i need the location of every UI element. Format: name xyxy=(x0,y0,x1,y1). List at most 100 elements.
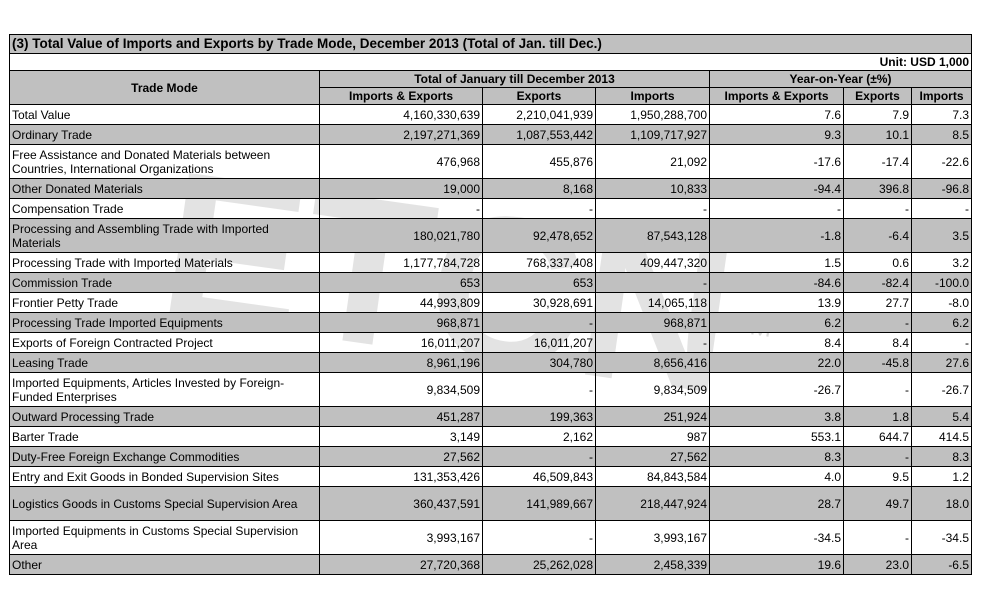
cell-total-exports: 30,928,691 xyxy=(482,292,596,313)
table-row: Other Donated Materials 19,000 8,168 10,833… xyxy=(9,178,972,199)
cell-total-imports: 409,447,320 xyxy=(595,252,710,273)
row-label: Exports of Foreign Contracted Project xyxy=(9,332,320,353)
cell-yoy-imports: 7.3 xyxy=(911,104,972,125)
cell-total-imports-exports: 2,197,271,369 xyxy=(319,124,483,145)
header-row-1: Trade Mode Total of January till Decembe… xyxy=(9,70,972,105)
row-label: Leasing Trade xyxy=(9,352,320,373)
table-row: Exports of Foreign Contracted Project 16,… xyxy=(9,332,972,353)
cell-yoy-exports: 0.6 xyxy=(843,252,912,273)
cell-total-imports-exports: - xyxy=(319,198,483,219)
cell-yoy-exports: - xyxy=(843,520,912,555)
cell-total-exports: 46,509,843 xyxy=(482,466,596,487)
cell-yoy-imports: 5.4 xyxy=(911,406,972,427)
cell-total-exports: 199,363 xyxy=(482,406,596,427)
cell-total-imports-exports: 131,353,426 xyxy=(319,466,483,487)
cell-yoy-imports: - xyxy=(911,198,972,219)
cell-total-imports: - xyxy=(595,332,710,353)
cell-yoy-imports-exports: 28.7 xyxy=(709,486,844,521)
row-label: Total Value xyxy=(9,104,320,125)
cell-total-imports-exports: 27,720,368 xyxy=(319,554,483,575)
cell-total-imports: 27,562 xyxy=(595,446,710,467)
cell-total-exports: 653 xyxy=(482,272,596,293)
unit-row: Unit: USD 1,000 xyxy=(9,53,972,71)
cell-yoy-imports: - xyxy=(911,332,972,353)
header-yoy-imports-exports: Imports & Exports xyxy=(709,87,844,105)
row-label: Free Assistance and Donated Materials be… xyxy=(9,144,320,179)
table-row: Outward Processing Trade 451,287 199,363 25… xyxy=(9,406,972,427)
cell-yoy-imports-exports: 22.0 xyxy=(709,352,844,373)
cell-yoy-imports-exports: 8.3 xyxy=(709,446,844,467)
cell-total-exports: 16,011,207 xyxy=(482,332,596,353)
header-group-total: Total of January till December 2013 xyxy=(319,70,710,88)
cell-yoy-imports-exports: -94.4 xyxy=(709,178,844,199)
cell-total-exports: 92,478,652 xyxy=(482,218,596,253)
cell-yoy-imports: 6.2 xyxy=(911,312,972,333)
table-row: Free Assistance and Donated Materials be… xyxy=(9,144,972,179)
cell-total-imports: 1,109,717,927 xyxy=(595,124,710,145)
cell-total-imports-exports: 180,021,780 xyxy=(319,218,483,253)
cell-total-imports: - xyxy=(595,272,710,293)
table-row: Leasing Trade 8,961,196 304,780 8,656,416 22… xyxy=(9,352,972,373)
cell-yoy-imports: -34.5 xyxy=(911,520,972,555)
trade-mode-table: (3) Total Value of Imports and Exports b… xyxy=(9,34,972,575)
row-label: Processing Trade Imported Equipments xyxy=(9,312,320,333)
cell-total-imports-exports: 476,968 xyxy=(319,144,483,179)
unit-label: Unit: USD 1,000 xyxy=(9,53,972,71)
cell-yoy-exports: - xyxy=(843,372,912,407)
cell-yoy-exports: -45.8 xyxy=(843,352,912,373)
cell-total-imports-exports: 16,011,207 xyxy=(319,332,483,353)
cell-yoy-imports-exports: 8.4 xyxy=(709,332,844,353)
cell-yoy-exports: 49.7 xyxy=(843,486,912,521)
row-label: Entry and Exit Goods in Bonded Supervisi… xyxy=(9,466,320,487)
cell-yoy-imports: 3.5 xyxy=(911,218,972,253)
cell-total-imports: 968,871 xyxy=(595,312,710,333)
header-total-imports-exports: Imports & Exports xyxy=(319,87,483,105)
row-label: Ordinary Trade xyxy=(9,124,320,145)
table-row: Processing Trade Imported Equipments 968,… xyxy=(9,312,972,333)
cell-yoy-exports: 396.8 xyxy=(843,178,912,199)
cell-yoy-exports: - xyxy=(843,446,912,467)
cell-yoy-imports-exports: 3.8 xyxy=(709,406,844,427)
table-row: Other 27,720,368 25,262,028 2,458,339 19.6 23… xyxy=(9,554,972,575)
cell-yoy-imports-exports: -1.8 xyxy=(709,218,844,253)
row-label: Other xyxy=(9,554,320,575)
row-label: Compensation Trade xyxy=(9,198,320,219)
row-label: Logistics Goods in Customs Special Super… xyxy=(9,486,320,521)
cell-yoy-imports: 3.2 xyxy=(911,252,972,273)
cell-yoy-imports: -8.0 xyxy=(911,292,972,313)
row-label: Imported Equipments in Customs Special S… xyxy=(9,520,320,555)
header-yoy-imports: Imports xyxy=(911,87,972,105)
cell-total-imports: 2,458,339 xyxy=(595,554,710,575)
cell-total-exports: - xyxy=(482,372,596,407)
cell-yoy-imports: 27.6 xyxy=(911,352,972,373)
cell-total-exports: 768,337,408 xyxy=(482,252,596,273)
header-row-2: Imports & Exports Exports Imports Import… xyxy=(10,87,972,105)
table-row: Total Value 4,160,330,639 2,210,041,939 1,9… xyxy=(9,104,972,125)
cell-total-exports: 2,162 xyxy=(482,426,596,447)
cell-total-exports: - xyxy=(482,520,596,555)
cell-total-imports-exports: 27,562 xyxy=(319,446,483,467)
table-row: Processing and Assembling Trade with Imp… xyxy=(9,218,972,253)
header-trade-mode: Trade Mode xyxy=(9,70,320,105)
cell-total-imports: 218,447,924 xyxy=(595,486,710,521)
cell-yoy-imports: -26.7 xyxy=(911,372,972,407)
cell-yoy-imports: 18.0 xyxy=(911,486,972,521)
cell-yoy-imports: -6.5 xyxy=(911,554,972,575)
cell-yoy-imports-exports: -17.6 xyxy=(709,144,844,179)
cell-total-imports: 9,834,509 xyxy=(595,372,710,407)
cell-total-imports-exports: 968,871 xyxy=(319,312,483,333)
row-label: Duty-Free Foreign Exchange Commodities xyxy=(9,446,320,467)
cell-total-exports: - xyxy=(482,198,596,219)
cell-total-exports: - xyxy=(482,446,596,467)
cell-total-imports: 3,993,167 xyxy=(595,520,710,555)
cell-yoy-imports-exports: 7.6 xyxy=(709,104,844,125)
row-label: Barter Trade xyxy=(9,426,320,447)
header-yoy-exports: Exports xyxy=(843,87,912,105)
cell-total-exports: 455,876 xyxy=(482,144,596,179)
cell-total-imports-exports: 19,000 xyxy=(319,178,483,199)
cell-yoy-exports: 644.7 xyxy=(843,426,912,447)
cell-total-imports-exports: 653 xyxy=(319,272,483,293)
row-label: Processing Trade with Imported Materials xyxy=(9,252,320,273)
cell-total-imports: 21,092 xyxy=(595,144,710,179)
cell-yoy-imports-exports: 4.0 xyxy=(709,466,844,487)
